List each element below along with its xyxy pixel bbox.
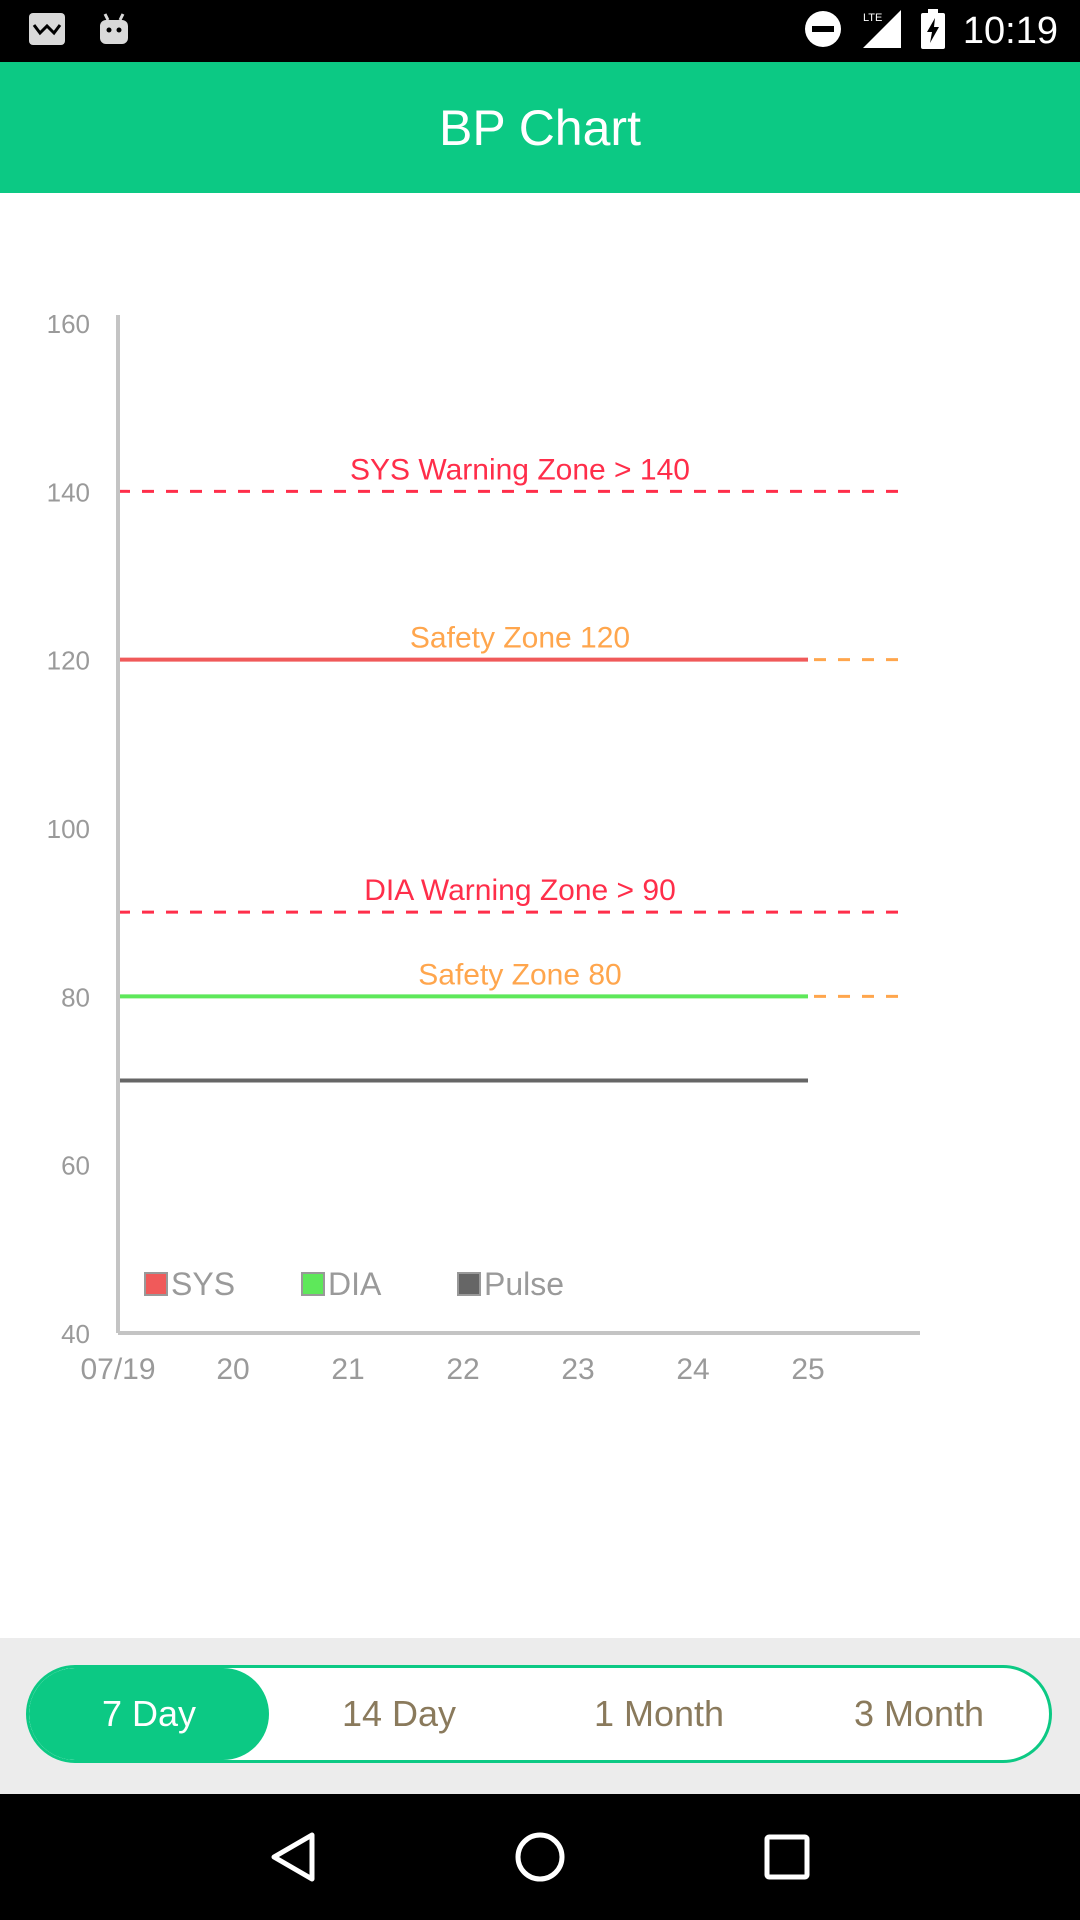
legend-swatch-sys — [144, 1272, 168, 1296]
navigation-bar — [0, 1794, 1080, 1920]
home-icon[interactable] — [505, 1822, 575, 1892]
status-time: 10:19 — [962, 9, 1058, 52]
reference-label-2: DIA Warning Zone > 90 — [364, 874, 676, 907]
bp-chart: SYS Warning Zone > 140 Safety Zone 120 DIA… — [47, 309, 920, 1386]
status-right-icons: LTE 10:19 — [803, 8, 1058, 54]
chart-area: SYS Warning Zone > 140 Safety Zone 120 DIA… — [0, 193, 1080, 1638]
x-tick-label-2: 21 — [331, 1353, 364, 1386]
x-tick-label-0: 07/19 — [80, 1353, 155, 1386]
svg-text:LTE: LTE — [863, 12, 882, 24]
email-notification-icon — [28, 12, 66, 50]
reference-label-3: Safety Zone 80 — [418, 958, 621, 991]
app-bar: BP Chart — [0, 62, 1080, 193]
battery-charging-icon — [920, 9, 945, 53]
x-tick-label-3: 22 — [446, 1353, 479, 1386]
do-not-disturb-icon — [803, 9, 843, 53]
back-icon[interactable] — [258, 1822, 328, 1892]
status-left-icons — [28, 12, 130, 50]
recents-icon[interactable] — [752, 1822, 822, 1892]
range-selector-bar: 7 Day 14 Day 1 Month 3 Month — [0, 1638, 1080, 1794]
y-tick-label-80: 80 — [61, 982, 90, 1012]
status-bar: LTE 10:19 — [0, 0, 1080, 62]
y-tick-label-120: 120 — [47, 646, 90, 676]
y-tick-label-160: 160 — [47, 309, 90, 339]
range-option-1-month[interactable]: 1 Month — [593, 1693, 725, 1734]
range-option-3-month[interactable]: 3 Month — [853, 1693, 985, 1734]
y-tick-label-140: 140 — [47, 477, 90, 507]
android-debug-icon — [98, 12, 130, 50]
x-tick-label-1: 20 — [216, 1353, 249, 1386]
reference-label-1: Safety Zone 120 — [410, 622, 630, 655]
y-tick-label-40: 40 — [61, 1319, 90, 1349]
reference-label-0: SYS Warning Zone > 140 — [350, 453, 690, 486]
y-tick-label-60: 60 — [61, 1151, 90, 1181]
legend-label-sys: SYS — [171, 1266, 235, 1302]
x-tick-label-5: 24 — [676, 1353, 709, 1386]
legend-label-dia: DIA — [328, 1266, 382, 1302]
legend-swatch-pulse — [457, 1272, 481, 1296]
y-tick-label-100: 100 — [47, 814, 90, 844]
legend-label-pulse: Pulse — [484, 1266, 564, 1302]
page-title: BP Chart — [439, 99, 641, 156]
range-selector: 7 Day 14 Day 1 Month 3 Month — [26, 1665, 1052, 1763]
legend-swatch-dia — [301, 1272, 325, 1296]
lte-signal-icon: LTE — [861, 8, 903, 54]
range-option-14-day[interactable]: 14 Day — [341, 1693, 457, 1734]
x-tick-label-4: 23 — [561, 1353, 594, 1386]
range-option-7-day[interactable]: 7 Day — [29, 1668, 269, 1760]
x-tick-label-6: 25 — [791, 1353, 824, 1386]
